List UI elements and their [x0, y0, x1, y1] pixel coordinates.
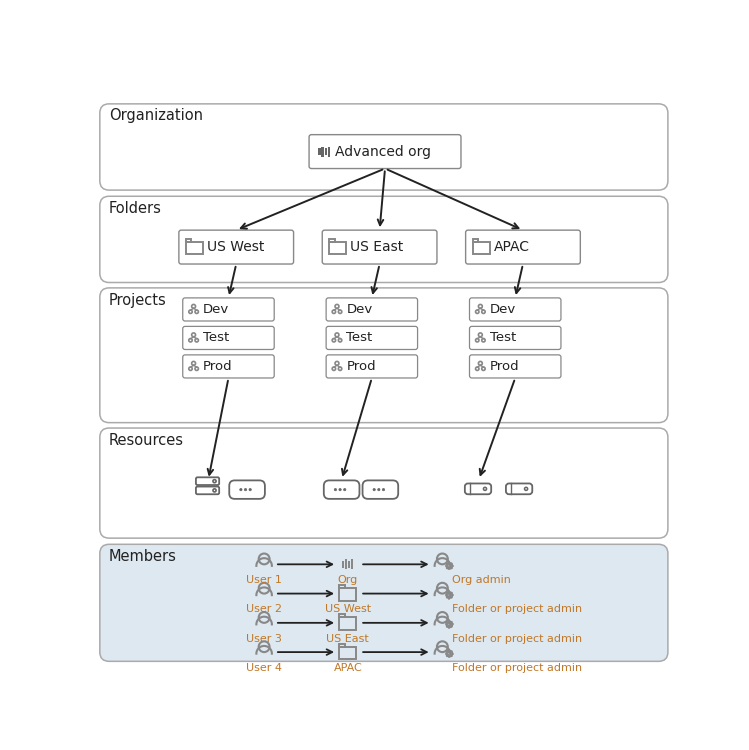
Circle shape — [249, 488, 252, 490]
Bar — [330, 242, 346, 254]
FancyBboxPatch shape — [470, 355, 561, 378]
Text: Test: Test — [490, 332, 516, 344]
Text: Dev: Dev — [490, 303, 516, 316]
Text: Org: Org — [338, 575, 358, 585]
Bar — [473, 242, 490, 254]
FancyBboxPatch shape — [470, 326, 561, 350]
Text: Prod: Prod — [490, 360, 519, 373]
Text: Org admin: Org admin — [452, 575, 511, 585]
Bar — [339, 588, 357, 601]
Text: Folder or project admin: Folder or project admin — [452, 634, 582, 644]
Bar — [342, 561, 344, 568]
Text: User 4: User 4 — [246, 663, 282, 673]
Text: US East: US East — [327, 634, 369, 644]
Text: Projects: Projects — [109, 292, 167, 308]
Text: Prod: Prod — [346, 360, 376, 373]
FancyBboxPatch shape — [326, 298, 418, 321]
FancyBboxPatch shape — [326, 355, 418, 378]
Circle shape — [344, 488, 346, 490]
FancyBboxPatch shape — [183, 355, 274, 378]
FancyBboxPatch shape — [470, 298, 561, 321]
Bar — [345, 560, 347, 569]
FancyBboxPatch shape — [100, 428, 668, 538]
FancyBboxPatch shape — [100, 104, 668, 190]
Text: US West: US West — [207, 240, 264, 254]
FancyBboxPatch shape — [100, 196, 668, 283]
Text: Folders: Folders — [109, 201, 162, 216]
Text: Organization: Organization — [109, 109, 203, 124]
Text: User 1: User 1 — [246, 575, 282, 585]
Bar — [186, 242, 203, 254]
Bar — [348, 561, 350, 568]
Text: Prod: Prod — [203, 360, 232, 373]
Text: Folder or project admin: Folder or project admin — [452, 604, 582, 614]
Text: Members: Members — [109, 549, 177, 564]
Text: Advanced org: Advanced org — [335, 145, 431, 158]
FancyBboxPatch shape — [179, 230, 294, 264]
Circle shape — [377, 488, 380, 490]
Text: Test: Test — [346, 332, 372, 344]
Text: Resources: Resources — [109, 433, 184, 448]
Bar — [351, 560, 354, 569]
FancyBboxPatch shape — [183, 326, 274, 350]
Bar — [324, 148, 327, 155]
Text: APAC: APAC — [333, 663, 363, 673]
Bar — [318, 148, 321, 155]
Text: User 3: User 3 — [246, 634, 282, 644]
Text: User 2: User 2 — [246, 604, 282, 614]
Circle shape — [244, 488, 246, 490]
Text: Test: Test — [203, 332, 229, 344]
Text: US East: US East — [350, 240, 404, 254]
FancyBboxPatch shape — [100, 544, 668, 662]
Bar — [339, 646, 357, 659]
FancyBboxPatch shape — [183, 298, 274, 321]
Text: Folder or project admin: Folder or project admin — [452, 663, 582, 673]
Text: Dev: Dev — [346, 303, 372, 316]
FancyBboxPatch shape — [326, 326, 418, 350]
FancyBboxPatch shape — [322, 230, 437, 264]
Circle shape — [339, 488, 342, 490]
FancyBboxPatch shape — [309, 135, 461, 169]
Circle shape — [373, 488, 375, 490]
Text: US West: US West — [325, 604, 371, 614]
FancyBboxPatch shape — [466, 230, 580, 264]
Bar — [321, 146, 324, 157]
Bar — [339, 617, 357, 630]
Circle shape — [382, 488, 385, 490]
Circle shape — [240, 488, 242, 490]
FancyBboxPatch shape — [100, 288, 668, 423]
Circle shape — [334, 488, 336, 490]
Bar — [327, 146, 330, 157]
Text: Dev: Dev — [203, 303, 229, 316]
Text: APAC: APAC — [494, 240, 530, 254]
